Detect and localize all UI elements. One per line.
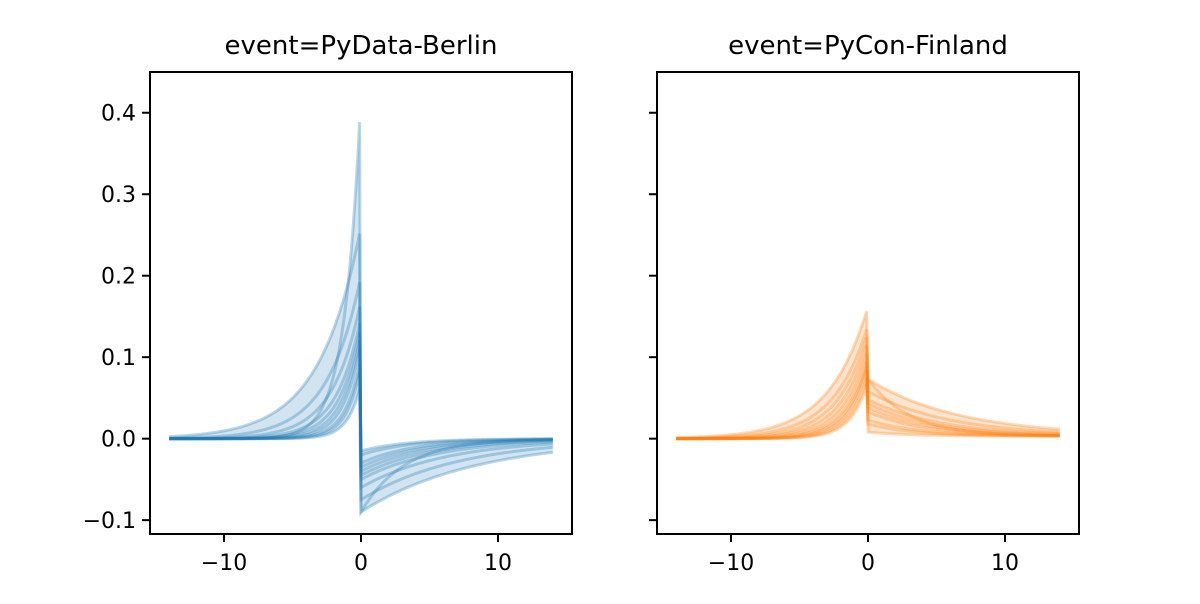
series-line: [169, 281, 553, 491]
band-area: [676, 311, 1060, 439]
series-line: [676, 310, 1060, 440]
series-line: [676, 353, 1060, 441]
y-tick-label: −0.1: [83, 509, 136, 534]
series-line: [169, 363, 553, 458]
series-line: [169, 371, 553, 453]
series-line: [169, 331, 553, 474]
series-line: [676, 345, 1060, 441]
series-line: [169, 322, 553, 478]
series-line: [676, 361, 1060, 441]
panel-pydata-berlin: event=PyData-Berlin −10 0 10 −0.1 0.0 0.1 0.2 0…: [83, 31, 573, 576]
series-line: [676, 328, 1060, 440]
axes-frame: [656, 71, 1080, 535]
y-tick-label: 0.0: [101, 428, 136, 453]
series-line: [169, 339, 553, 470]
series-line: [169, 388, 553, 518]
x-tick-label: 0: [354, 551, 368, 576]
series-line: [169, 122, 554, 515]
series-line: [676, 369, 1060, 441]
x-tick-label: 10: [484, 551, 512, 576]
y-tick-label: 0.2: [101, 265, 136, 290]
series-line: [676, 336, 1060, 440]
series-line: [676, 365, 1060, 441]
y-tick-label: 0.1: [101, 346, 136, 371]
panel-title: event=PyData-Berlin: [225, 31, 498, 61]
series-line: [169, 233, 553, 503]
series-line: [169, 306, 553, 482]
x-tick-label: 10: [991, 551, 1019, 576]
x-tick-label: −10: [201, 551, 247, 576]
x-tick-label: −10: [708, 551, 754, 576]
x-tick-label: 0: [861, 551, 875, 576]
panel-title: event=PyCon-Finland: [728, 31, 1008, 61]
y-tick-label: 0.4: [101, 102, 136, 127]
series-line: [169, 348, 553, 466]
series-line: [676, 377, 1060, 441]
series-line: [676, 375, 1060, 441]
y-tick-label: 0.3: [101, 183, 136, 208]
panel-pycon-finland: event=PyCon-Finland −10 0 10: [649, 31, 1080, 576]
